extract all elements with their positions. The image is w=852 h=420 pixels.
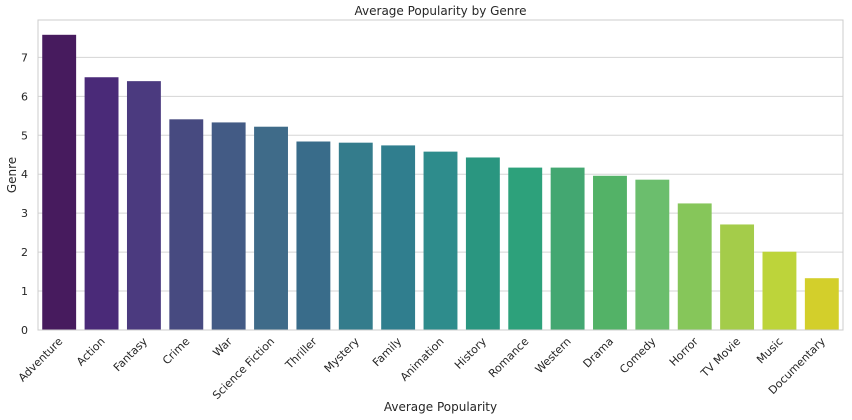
x-tick-label: Western — [533, 335, 574, 376]
bar-thriller — [296, 141, 331, 330]
y-tick-label: 4 — [21, 168, 28, 181]
x-tick-label: Family — [370, 335, 405, 370]
bar-documentary — [804, 278, 839, 330]
bar-history — [465, 157, 500, 330]
bar-action — [84, 77, 119, 330]
bars — [42, 34, 839, 330]
x-tick-label: Adventure — [16, 335, 66, 385]
bar-music — [762, 251, 797, 330]
x-tick-label: Mystery — [322, 335, 363, 376]
bar-family — [381, 145, 416, 330]
x-tick-label: Comedy — [617, 335, 659, 377]
y-axis-label: Genre — [5, 157, 19, 193]
bar-adventure — [42, 34, 77, 330]
y-tick-label: 3 — [21, 207, 28, 220]
x-tick-label: Horror — [667, 335, 701, 369]
x-tick-label: History — [452, 335, 489, 372]
x-tick-label: War — [210, 335, 235, 360]
x-axis-label: Average Popularity — [384, 400, 497, 414]
x-tick-label: Music — [754, 335, 785, 366]
y-tick-label: 6 — [21, 90, 28, 103]
y-tick-label: 7 — [21, 51, 28, 64]
x-tick-label: Action — [74, 335, 108, 369]
x-tick-label: Crime — [160, 335, 193, 368]
y-tick-label: 5 — [21, 129, 28, 142]
bar-western — [550, 167, 585, 330]
bar-crime — [169, 119, 204, 330]
y-tick-label: 0 — [21, 324, 28, 337]
y-tick-label: 1 — [21, 285, 28, 298]
plot-frame — [37, 19, 844, 331]
bar-science-fiction — [254, 126, 288, 330]
bar-animation — [423, 151, 458, 330]
x-tick-label: TV Movie — [698, 335, 744, 381]
x-tick-label: Thriller — [282, 335, 320, 373]
x-tick-label: Drama — [581, 335, 616, 370]
bar-drama — [593, 175, 627, 330]
bar-comedy — [635, 179, 670, 330]
x-tick-label: Romance — [486, 335, 532, 381]
bar-tv-movie — [720, 224, 755, 330]
y-tick-label: 2 — [21, 246, 28, 259]
bar-war — [211, 122, 246, 330]
x-tick-label: Fantasy — [111, 335, 150, 374]
chart-title: Average Popularity by Genre — [355, 4, 527, 18]
x-tick-label: Animation — [398, 335, 447, 384]
bar-fantasy — [126, 81, 161, 330]
bar-mystery — [338, 142, 373, 330]
bar-romance — [508, 167, 543, 330]
bar-horror — [677, 203, 712, 330]
y-tick-labels: 0 1 2 3 4 5 6 7 — [21, 51, 28, 337]
